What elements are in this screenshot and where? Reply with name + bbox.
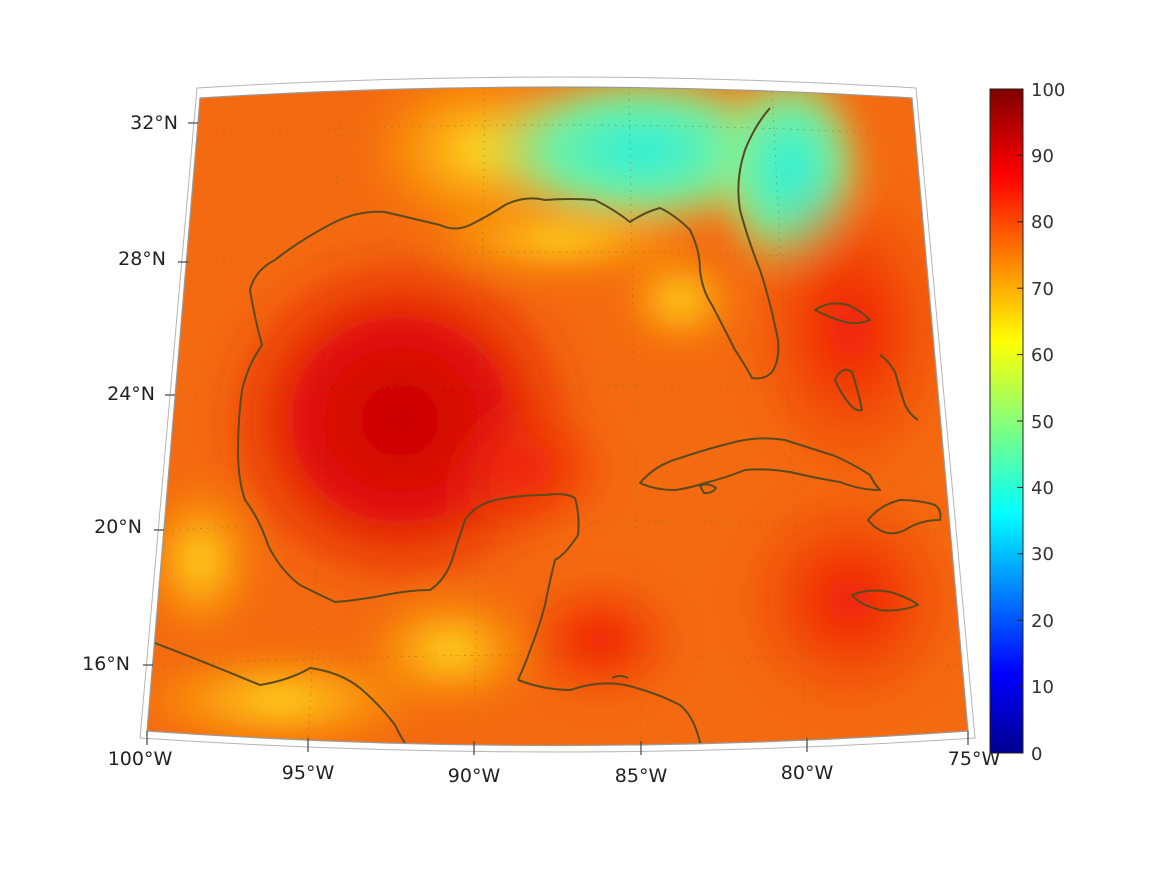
- colorbar-label-100: 100: [1031, 80, 1065, 101]
- isle-of-youth: [699, 483, 717, 495]
- colorbar-label-20: 20: [1031, 611, 1054, 632]
- colorbar-label-40: 40: [1031, 478, 1054, 499]
- central-america: [147, 639, 411, 746]
- swan-islands: [611, 675, 629, 679]
- lon-label-85w: 85°W: [615, 765, 668, 787]
- lon-labels: 100°W 95°W 90°W 85°W 80°W 75°W: [108, 748, 1001, 787]
- lon-label-75w: 75°W: [948, 748, 1001, 770]
- map-frame-outer: [139, 76, 976, 753]
- colorbar-label-60: 60: [1031, 345, 1054, 366]
- colorbar: 100 90 80 70 60 50 40 30 20 10 0: [989, 80, 1065, 765]
- lat-label-16n: 16°N: [82, 653, 130, 675]
- jamaica: [851, 589, 919, 612]
- lon-label-100w: 100°W: [108, 748, 173, 770]
- colorbar-label-50: 50: [1031, 412, 1054, 433]
- coastlines: [147, 107, 942, 746]
- lon-label-90w: 90°W: [448, 765, 501, 787]
- data-field: [147, 87, 968, 746]
- bahamas-eleuthera: [879, 354, 919, 421]
- hispaniola: [867, 499, 942, 535]
- lat-label-28n: 28°N: [118, 248, 166, 270]
- gulf-coast-north: [249, 107, 780, 380]
- lat-label-24n: 24°N: [107, 383, 155, 405]
- colorbar-label-70: 70: [1031, 279, 1054, 300]
- cuba: [639, 437, 881, 491]
- lat-tick-marks: [143, 122, 198, 666]
- lon-label-95w: 95°W: [282, 762, 335, 784]
- bahamas-andros: [834, 368, 863, 412]
- honduras-coast: [517, 679, 703, 746]
- colorbar-label-30: 30: [1031, 544, 1054, 565]
- colorbar-labels: 100 90 80 70 60 50 40 30 20 10 0: [1031, 80, 1065, 765]
- lon-label-80w: 80°W: [781, 762, 834, 784]
- map-frame: [146, 86, 969, 747]
- graticule: [162, 91, 961, 746]
- lat-label-32n: 32°N: [130, 112, 178, 134]
- colorbar-ticks: [1017, 88, 1023, 754]
- lon-tick-marks: [146, 731, 969, 755]
- lat-labels: 32°N 28°N 24°N 20°N 16°N: [82, 112, 178, 675]
- bahamas-abaco: [814, 302, 871, 325]
- colorbar-label-10: 10: [1031, 677, 1054, 698]
- lat-label-20n: 20°N: [94, 516, 142, 538]
- colorbar-label-80: 80: [1031, 212, 1054, 233]
- colorbar-label-90: 90: [1031, 146, 1054, 167]
- colorbar-label-0: 0: [1031, 744, 1042, 765]
- mexico-west-coast: [237, 289, 580, 681]
